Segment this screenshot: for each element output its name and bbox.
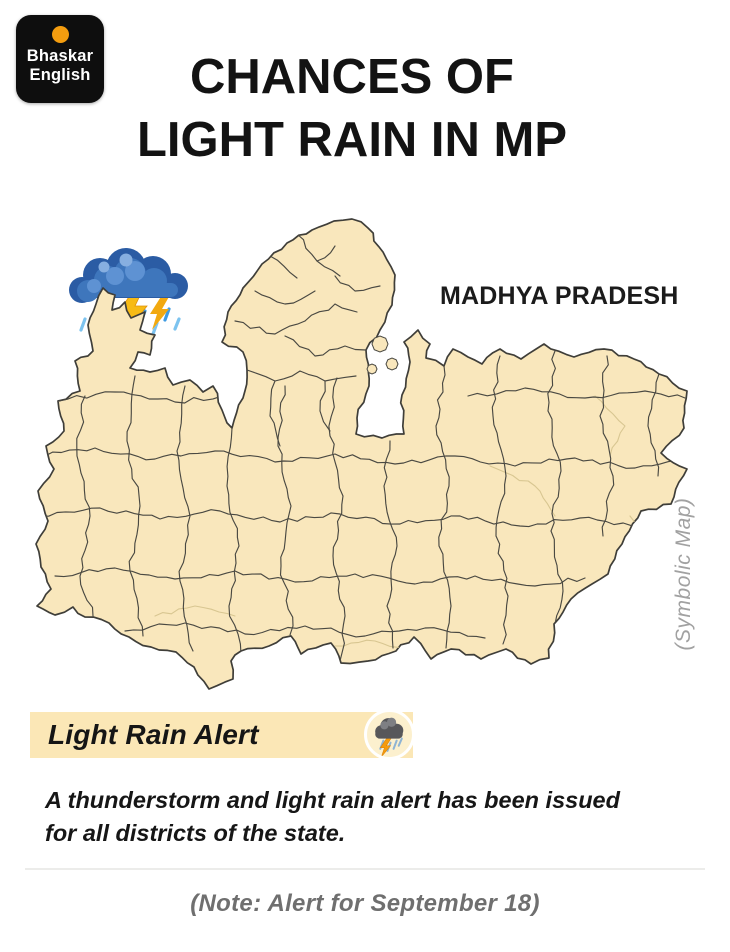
alert-description-line1: A thunderstorm and light rain alert has … (45, 787, 620, 813)
footer-note: (Note: Alert for September 18) (190, 890, 540, 917)
alert-banner: Light Rain Alert (30, 712, 413, 758)
alert-description-line2: for all districts of the state. (45, 820, 346, 846)
rain-alert-badge (364, 709, 415, 760)
logo-line1: Bhaskar (26, 47, 94, 65)
page-title: CHANCES OF LIGHT RAIN IN MP (0, 46, 704, 172)
logo-sun-dot-icon (51, 26, 69, 43)
alert-banner-label: Light Rain Alert (48, 719, 259, 750)
logo-line2: English (29, 66, 91, 84)
footer-divider (25, 868, 705, 870)
bhaskar-english-logo: Bhaskar English (16, 15, 104, 103)
storm-cloud-badge-icon (375, 717, 404, 757)
title-line1: CHANCES OF (190, 50, 514, 104)
madhya-pradesh-district-map (35, 218, 688, 690)
symbolic-map-watermark: (Symbolic Map) (672, 497, 695, 651)
title-line2: LIGHT RAIN IN MP (136, 113, 568, 167)
map-region-label: MADHYA PRADESH (440, 282, 679, 310)
logo-text: Bhaskar English (27, 47, 94, 85)
alert-description: A thunderstorm and light rain alert has … (45, 784, 620, 850)
